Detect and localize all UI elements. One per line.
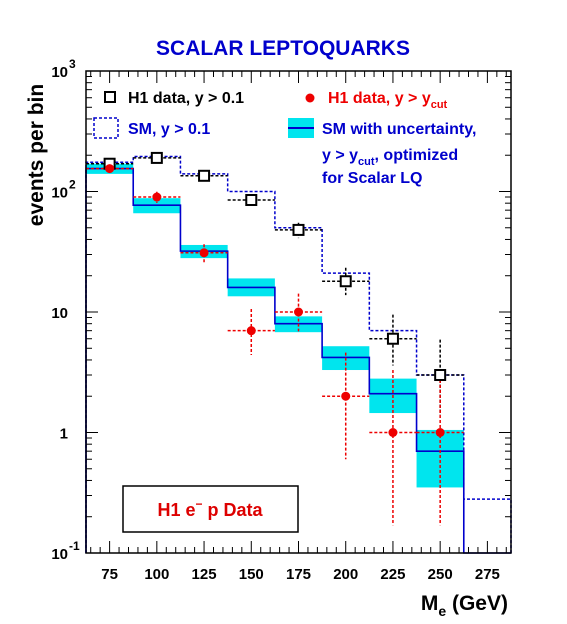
h1-wide-point xyxy=(386,332,399,345)
legend-label-h1-cut-sub: cut xyxy=(431,99,448,111)
legend-label-h1-cut: H1 data, y > ycut xyxy=(328,90,448,111)
annotation-text: H1 e− p Data xyxy=(157,497,263,520)
x-tick-label: 225 xyxy=(380,566,405,583)
y-tick-label: 1 xyxy=(60,426,68,443)
y-tick-exponent: 3 xyxy=(69,57,76,71)
legend-open-square-icon xyxy=(104,91,116,103)
h1-cut-point xyxy=(294,307,303,317)
legend-label-sm-cut-line2-rest: , optimized xyxy=(375,147,459,164)
h1-cut-point xyxy=(435,428,445,437)
x-tick-label: 250 xyxy=(428,566,453,583)
x-axis-label-sub: e xyxy=(438,603,446,619)
x-tick-label: 275 xyxy=(475,566,500,583)
error-bars xyxy=(86,154,464,526)
annotation-box xyxy=(122,485,299,533)
h1-wide-point xyxy=(150,151,163,164)
y-tick-label: 10 xyxy=(51,64,68,81)
annotation-rest: p Data xyxy=(203,500,264,520)
legend-label-sm-cut-line3: for Scalar LQ xyxy=(322,170,422,187)
legend-label-sm-cut-line2-sub: cut xyxy=(358,156,375,168)
legend-label-h1-wide: H1 data, y > 0.1 xyxy=(128,90,244,107)
y-tick-label: 10 xyxy=(51,546,68,563)
sm-cut-histogram xyxy=(85,167,511,554)
legend-label-sm-cut-line2-main: y > y xyxy=(322,147,358,164)
data-markers xyxy=(103,151,447,437)
x-tick-label: 75 xyxy=(101,566,118,583)
h1-cut-point xyxy=(341,391,351,401)
legend-label-sm-cut-line1: SM with uncertainty, xyxy=(322,121,476,138)
legend-dashed-box-icon xyxy=(93,117,119,139)
h1-wide-point xyxy=(198,169,211,182)
x-tick-label: 100 xyxy=(144,566,169,583)
h1-wide-point xyxy=(292,223,305,236)
annotation-sup: − xyxy=(196,497,203,511)
x-axis-label-main: M xyxy=(421,592,439,615)
h1-cut-point xyxy=(388,428,398,437)
chart-title: SCALAR LEPTOQUARKS xyxy=(156,37,410,60)
y-axis-label: events per bin xyxy=(25,84,48,226)
h1-cut-point xyxy=(246,326,256,336)
y-tick-label: 10 xyxy=(51,185,68,202)
x-tick-label: 125 xyxy=(192,566,217,583)
annotation-main: H1 e xyxy=(157,500,195,520)
y-tick-label: 10 xyxy=(51,305,68,322)
legend-label-h1-cut-main: H1 data, y > y xyxy=(328,90,431,107)
x-axis-label-unit: (GeV) xyxy=(452,592,508,615)
axis-ticks xyxy=(86,70,511,554)
sm-band-bin xyxy=(416,429,464,488)
y-tick-exponent: 2 xyxy=(69,178,76,192)
legend-label-sm-wide: SM, y > 0.1 xyxy=(128,121,210,138)
h1-wide-point xyxy=(434,369,447,382)
x-tick-labels: 75 100 125 150 175 200 225 250 275 xyxy=(101,566,500,583)
x-axis-label: Me (GeV) xyxy=(421,592,508,619)
h1-wide-point xyxy=(339,275,352,288)
legend-label-sm-cut-line2: y > ycut, optimized xyxy=(322,147,458,168)
h1-cut-point xyxy=(199,248,209,258)
x-tick-label: 150 xyxy=(239,566,264,583)
legend-filled-circle-icon xyxy=(305,93,315,103)
h1-cut-point xyxy=(105,164,115,174)
x-tick-label: 200 xyxy=(333,566,358,583)
h1-cut-point xyxy=(152,192,162,202)
sm-cut-step-line xyxy=(85,167,511,554)
y-tick-exponent: -1 xyxy=(69,539,80,553)
x-tick-label: 175 xyxy=(286,566,311,583)
h1-wide-point xyxy=(245,194,258,207)
legend: H1 data, y > 0.1 H1 data, y > ycut SM, y… xyxy=(93,90,476,187)
